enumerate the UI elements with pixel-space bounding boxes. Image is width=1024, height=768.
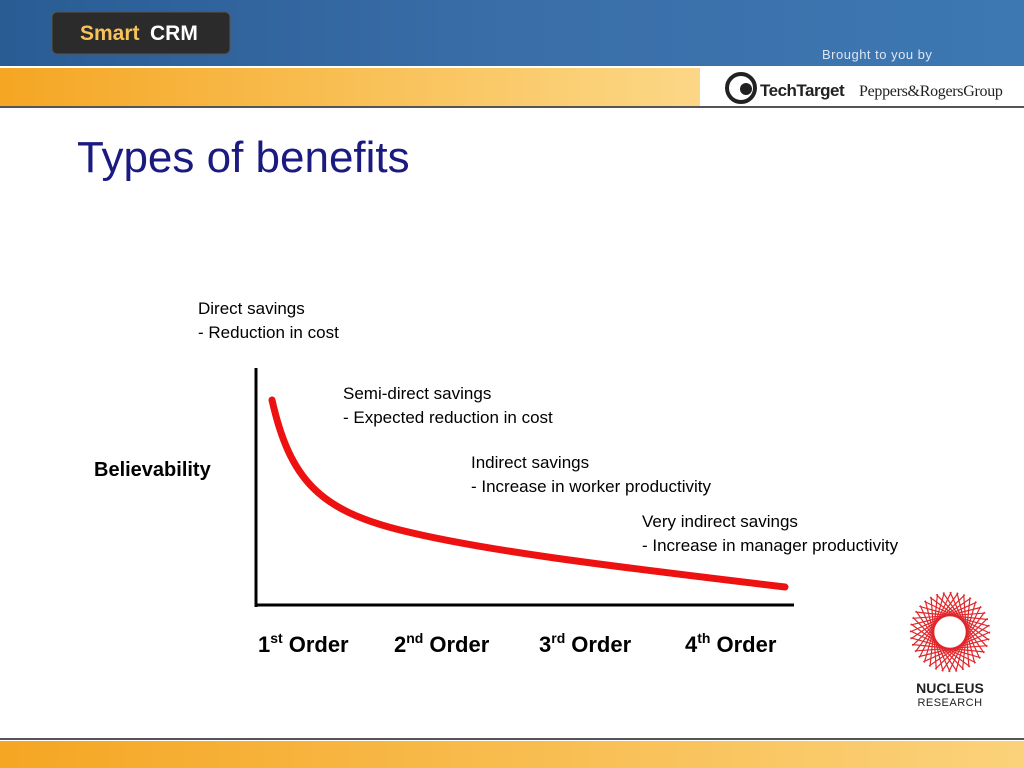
believability-curve	[268, 396, 789, 591]
y-axis-label: Believability	[94, 459, 212, 481]
footer-logo-text: RESEARCH	[917, 697, 982, 709]
x-label: 3rd Order	[539, 630, 632, 657]
sponsor-name: Peppers&RogersGroup	[859, 83, 1003, 100]
x-label: 1st Order	[258, 630, 349, 657]
annotation-detail: - Increase in worker productivity	[471, 477, 711, 496]
header-rule	[0, 106, 1024, 108]
x-label-word: Order	[571, 632, 631, 657]
x-label-word: Order	[716, 632, 776, 657]
x-label-suffix: st	[270, 630, 283, 646]
annotation-heading: Semi-direct savings	[343, 384, 491, 403]
x-label-number: 1	[258, 632, 270, 657]
footer-rule	[0, 738, 1024, 740]
annotation-detail: - Expected reduction in cost	[343, 408, 553, 427]
x-label: 4th Order	[685, 630, 777, 657]
annotation-heading: Direct savings	[198, 299, 305, 318]
header-rule	[0, 66, 1024, 68]
techtarget-eye	[740, 83, 752, 95]
x-label-number: 3	[539, 632, 551, 657]
x-label-number: 4	[685, 632, 698, 657]
x-labels: 1st Order 2nd Order 3rd Order 4th Order	[258, 630, 777, 657]
footer-band	[0, 741, 1024, 768]
annotations: Direct savings - Reduction in cost Semi-di…	[198, 299, 899, 555]
annotation-heading: Very indirect savings	[642, 512, 798, 531]
x-label-word: Order	[429, 632, 489, 657]
nucleus-burst	[909, 591, 991, 673]
techtarget-eye	[725, 72, 757, 104]
annotation-detail: - Increase in manager productivity	[642, 536, 899, 555]
x-label-suffix: rd	[551, 630, 565, 646]
x-label-number: 2	[394, 632, 406, 657]
logo-text: CRM	[150, 22, 198, 45]
slide-title: Types of benefits	[77, 133, 410, 182]
product-logo-box	[51, 11, 231, 55]
burst-line	[928, 624, 990, 667]
x-label-suffix: nd	[406, 630, 423, 646]
logo-text: Smart	[80, 22, 140, 45]
sponsor-note: Brought to you by	[822, 47, 932, 62]
annotation-detail: - Reduction in cost	[198, 323, 339, 342]
footer-logo-text: NUCLEUS	[916, 680, 984, 696]
x-label-suffix: th	[697, 630, 710, 646]
annotation-heading: Indirect savings	[471, 453, 589, 472]
x-label: 2nd Order	[394, 630, 490, 657]
x-label-word: Order	[289, 632, 349, 657]
sponsor-name: TechTarget	[760, 81, 845, 100]
